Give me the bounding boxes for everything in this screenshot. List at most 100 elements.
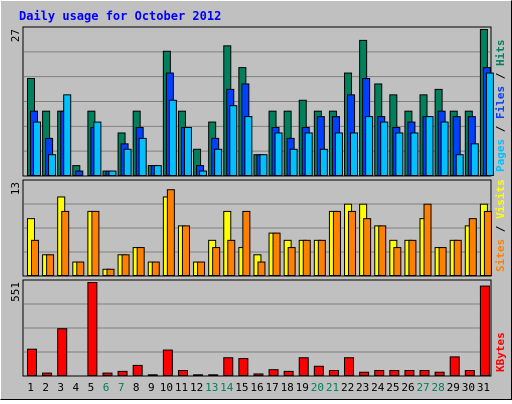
x-tick-label-day-4: 4 bbox=[73, 381, 80, 394]
bar-kbytes-kbytes-day-26 bbox=[404, 370, 415, 377]
bar-kbytes-kbytes-day-31 bbox=[479, 285, 490, 376]
panel-kbytes-ymax-label: 551 bbox=[9, 282, 22, 302]
bar-hits-pages-day-18 bbox=[289, 148, 298, 176]
legend-item: / bbox=[494, 219, 507, 239]
bar-kbytes-kbytes-day-18 bbox=[283, 370, 294, 376]
bar-visits-sites-day-19 bbox=[302, 239, 311, 277]
bar-kbytes-kbytes-day-15 bbox=[238, 358, 249, 377]
bar-hits-pages-day-5 bbox=[93, 121, 102, 176]
bar-visits-sites-day-28 bbox=[438, 247, 447, 276]
x-tick-label-day-14: 14 bbox=[220, 381, 234, 394]
bar-visits-sites-day-7 bbox=[121, 254, 130, 277]
panel-visits-ymax-label: 13 bbox=[9, 182, 22, 195]
x-tick-label-day-8: 8 bbox=[133, 381, 140, 394]
panel-hits-ymax-label: 27 bbox=[9, 29, 22, 42]
bar-hits-pages-day-8 bbox=[138, 137, 147, 176]
x-tick-label-day-21: 21 bbox=[326, 381, 339, 394]
x-tick-label-day-6: 6 bbox=[103, 381, 110, 394]
bar-visits-sites-day-5 bbox=[91, 210, 100, 276]
bar-hits-pages-day-3 bbox=[63, 94, 72, 176]
x-tick-label-day-22: 22 bbox=[341, 381, 354, 394]
bar-kbytes-kbytes-day-27 bbox=[419, 370, 430, 377]
bar-visits-sites-day-12 bbox=[197, 261, 206, 276]
bar-kbytes-kbytes-day-9 bbox=[147, 374, 158, 376]
bar-hits-files-day-4 bbox=[75, 170, 84, 177]
bar-hits-pages-day-12 bbox=[199, 170, 208, 177]
bar-kbytes-kbytes-day-1 bbox=[27, 348, 37, 376]
x-tick-label-day-13: 13 bbox=[205, 381, 218, 394]
x-tick-label-day-28: 28 bbox=[432, 381, 445, 394]
bar-visits-sites-day-13 bbox=[212, 247, 221, 276]
bar-visits-sites-day-25 bbox=[393, 247, 402, 276]
x-tick-label-day-31: 31 bbox=[477, 381, 490, 394]
bar-hits-pages-day-21 bbox=[334, 132, 343, 176]
bar-hits-pages-day-7 bbox=[123, 148, 132, 176]
bar-hits-pages-day-31 bbox=[485, 72, 494, 176]
bar-kbytes-kbytes-day-7 bbox=[117, 370, 128, 376]
bar-visits-sites-day-21 bbox=[332, 210, 341, 276]
bar-kbytes-kbytes-day-14 bbox=[223, 357, 234, 377]
bar-kbytes-kbytes-day-19 bbox=[298, 357, 309, 377]
bar-visits-sites-day-1 bbox=[31, 239, 39, 277]
bar-hits-pages-day-28 bbox=[440, 121, 449, 176]
x-tick-label-day-12: 12 bbox=[190, 381, 203, 394]
bar-hits-pages-day-23 bbox=[365, 116, 374, 177]
bar-hits-pages-day-26 bbox=[410, 132, 419, 176]
bar-kbytes-kbytes-day-13 bbox=[208, 374, 219, 376]
bar-kbytes-kbytes-day-5 bbox=[87, 282, 98, 376]
x-tick-label-day-29: 29 bbox=[447, 381, 460, 394]
x-tick-label-day-7: 7 bbox=[118, 381, 125, 394]
bar-kbytes-kbytes-day-21 bbox=[328, 370, 339, 377]
bar-visits-sites-day-22 bbox=[348, 210, 357, 276]
bar-visits-sites-day-18 bbox=[287, 247, 296, 276]
bar-hits-pages-day-10 bbox=[168, 99, 177, 176]
bar-kbytes-kbytes-day-25 bbox=[389, 370, 400, 377]
bar-visits-sites-day-23 bbox=[363, 218, 372, 276]
bar-kbytes-kbytes-day-22 bbox=[344, 357, 355, 377]
bar-kbytes-kbytes-day-28 bbox=[434, 371, 445, 376]
x-tick-label-day-11: 11 bbox=[175, 381, 188, 394]
bar-kbytes-kbytes-day-30 bbox=[464, 370, 475, 377]
bar-hits-pages-day-15 bbox=[244, 116, 253, 177]
bar-hits-pages-day-20 bbox=[319, 148, 328, 176]
x-tick-label-day-16: 16 bbox=[250, 381, 263, 394]
x-tick-label-day-20: 20 bbox=[311, 381, 324, 394]
bar-kbytes-kbytes-day-17 bbox=[268, 369, 279, 377]
bar-hits-pages-day-2 bbox=[48, 154, 57, 177]
legend-item: KBytes bbox=[494, 332, 507, 372]
x-tick-label-day-23: 23 bbox=[356, 381, 369, 394]
x-tick-label-day-1: 1 bbox=[27, 381, 34, 394]
x-tick-label-day-19: 19 bbox=[296, 381, 309, 394]
x-tick-label-day-3: 3 bbox=[57, 381, 64, 394]
legend-item: Pages bbox=[494, 139, 507, 172]
bar-visits-sites-day-2 bbox=[46, 254, 55, 277]
bar-hits-pages-day-11 bbox=[183, 127, 192, 176]
bar-visits-sites-day-17 bbox=[272, 232, 281, 277]
bar-visits-sites-day-4 bbox=[76, 261, 85, 276]
bar-hits-pages-day-19 bbox=[304, 132, 313, 176]
bar-hits-pages-day-9 bbox=[153, 165, 162, 177]
bar-visits-sites-day-27 bbox=[423, 203, 432, 276]
x-tick-label-day-30: 30 bbox=[462, 381, 475, 394]
legend-item: Files bbox=[494, 86, 507, 119]
bar-kbytes-kbytes-day-23 bbox=[359, 371, 370, 376]
bar-visits-sites-day-10 bbox=[166, 189, 175, 277]
bar-kbytes-kbytes-day-29 bbox=[449, 356, 460, 377]
bar-visits-sites-day-3 bbox=[61, 210, 70, 276]
legend-item: / bbox=[494, 66, 507, 86]
bar-kbytes-kbytes-day-10 bbox=[162, 349, 173, 376]
chart-title: Daily usage for October 2012 bbox=[19, 9, 221, 23]
bar-kbytes-kbytes-day-11 bbox=[177, 370, 188, 377]
panel-visits-legend: Sites / Visits bbox=[494, 179, 507, 272]
bar-hits-pages-day-6 bbox=[108, 170, 117, 177]
legend-item: / bbox=[494, 119, 507, 139]
bar-visits-sites-day-29 bbox=[453, 239, 462, 277]
legend-item: Hits bbox=[494, 40, 507, 67]
bar-visits-sites-day-16 bbox=[257, 261, 266, 276]
bar-hits-pages-day-22 bbox=[350, 132, 359, 176]
bar-kbytes-kbytes-day-16 bbox=[253, 373, 264, 376]
bar-visits-sites-day-24 bbox=[378, 225, 387, 276]
